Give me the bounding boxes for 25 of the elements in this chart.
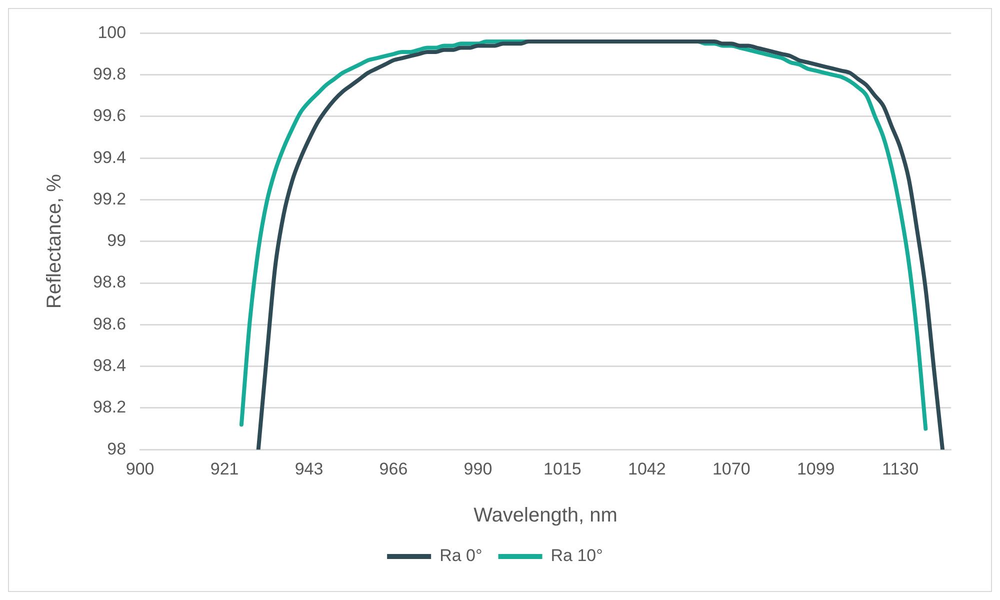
x-tick-label: 1070: [712, 459, 750, 478]
y-tick-label: 99.2: [92, 189, 126, 208]
x-tick-label: 1099: [796, 459, 835, 478]
x-axis-title: Wavelength, nm: [474, 504, 618, 527]
y-tick-label: 99.4: [92, 148, 126, 167]
x-tick-label: 1130: [882, 459, 919, 478]
y-tick-label: 98.4: [92, 356, 126, 376]
legend-label: Ra 0°: [440, 546, 482, 566]
x-tick-label: 921: [210, 459, 239, 478]
y-tick-label: 98.8: [92, 272, 126, 292]
legend-label: Ra 10°: [550, 546, 603, 566]
y-tick-label: 98: [107, 439, 126, 458]
y-tick-label: 100: [98, 22, 126, 42]
x-tick-label: 900: [126, 459, 154, 478]
y-tick-label: 99.6: [92, 106, 126, 126]
x-tick-label: 943: [294, 459, 324, 478]
x-tick-label: 990: [464, 459, 492, 478]
y-tick-label: 99: [107, 231, 126, 250]
y-tick-label: 98.6: [92, 314, 126, 334]
y-tick-label: 99.8: [92, 64, 126, 84]
y-tick-label: 98.2: [92, 398, 126, 417]
y-axis-title: Reflectance, %: [44, 174, 66, 309]
x-tick-label: 1015: [544, 459, 582, 478]
x-tick-label: 966: [379, 459, 408, 478]
x-tick-label: 1042: [628, 459, 666, 478]
